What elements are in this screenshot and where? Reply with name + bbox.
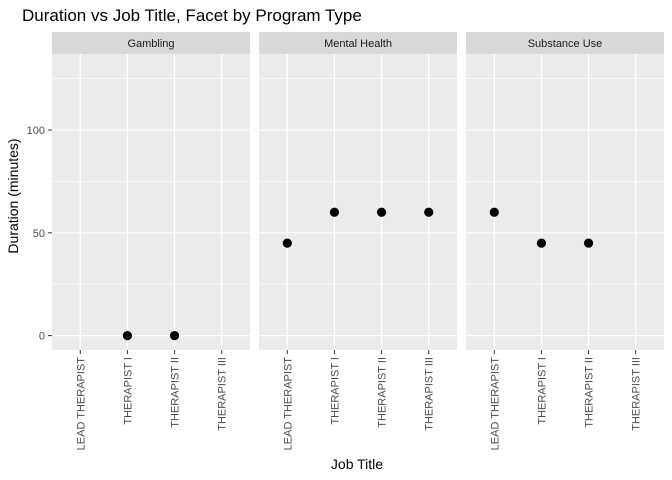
data-point (424, 207, 434, 217)
data-point (376, 207, 387, 217)
x-tick-label: THERAPIST III (631, 357, 643, 431)
facet-panel (52, 54, 250, 350)
x-tick-label: LEAD THERAPIST (75, 357, 87, 451)
plot-area: 0 50 100 Gambling LEAD THERAPIST THERAPIST I T… (27, 32, 664, 450)
x-tick-label: THERAPIST II (584, 357, 596, 428)
x-tick-label: THERAPIST II (170, 357, 182, 428)
y-axis-title: Duration (minutes) (5, 138, 21, 253)
data-point (329, 207, 340, 217)
data-point (583, 238, 594, 248)
facet-strip-label: Substance Use (528, 38, 603, 50)
data-point (122, 331, 133, 341)
x-tick-label: THERAPIST I (329, 357, 341, 425)
x-axis-title: Job Title (331, 456, 383, 472)
data-point (282, 238, 292, 248)
facet-panel (466, 54, 664, 350)
y-tick-label: 100 (27, 125, 45, 137)
facet-strip (52, 32, 250, 54)
x-tick-label: LEAD THERAPIST (489, 357, 501, 451)
x-tick-label: THERAPIST II (377, 357, 389, 428)
facet-strip (259, 32, 457, 54)
x-tick-label: THERAPIST III (217, 357, 229, 431)
facet-strip (466, 32, 664, 54)
y-tick-label: 0 (39, 331, 45, 343)
data-point (489, 207, 499, 217)
data-point (169, 331, 180, 341)
x-tick-label: THERAPIST I (122, 357, 134, 425)
chart-title: Duration vs Job Title, Facet by Program … (22, 6, 362, 25)
facet-panel (259, 54, 457, 350)
facet-strip-label: Mental Health (324, 38, 392, 50)
y-tick-label: 50 (33, 228, 45, 240)
x-tick-label: THERAPIST I (536, 357, 548, 425)
facet-strip-label: Gambling (127, 38, 174, 50)
x-tick-label: LEAD THERAPIST (282, 357, 294, 451)
data-point (536, 238, 547, 248)
x-tick-label: THERAPIST III (424, 357, 436, 431)
